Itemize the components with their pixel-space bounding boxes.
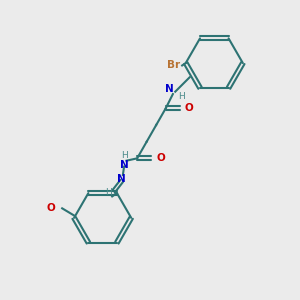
Text: Br: Br [167, 61, 180, 70]
Text: H: H [105, 188, 112, 197]
Text: N: N [120, 160, 128, 170]
Text: O: O [185, 103, 194, 113]
Text: H: H [121, 151, 128, 160]
Text: H: H [178, 92, 184, 101]
Text: N: N [117, 174, 126, 184]
Text: O: O [156, 153, 165, 163]
Text: O: O [46, 203, 55, 213]
Text: N: N [165, 84, 174, 94]
